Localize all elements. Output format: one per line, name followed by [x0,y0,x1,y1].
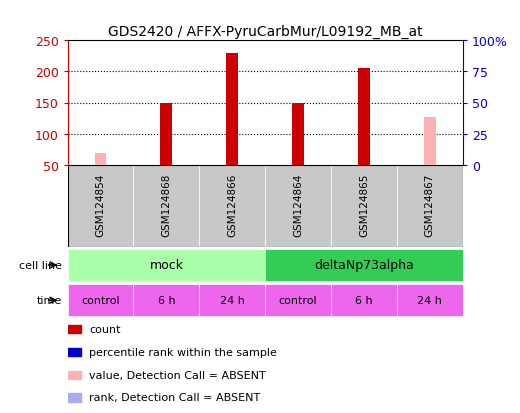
Text: GSM124865: GSM124865 [359,173,369,237]
Text: GSM124854: GSM124854 [96,173,106,237]
Text: count: count [89,324,121,335]
Text: GSM124864: GSM124864 [293,173,303,237]
Bar [331,285,397,316]
Text: 6 h: 6 h [355,295,373,306]
Bar [161,103,172,165]
Text: control: control [279,295,317,306]
Text: time: time [37,295,62,306]
Bar [265,165,331,248]
Bar [265,285,331,316]
Text: deltaNp73alpha: deltaNp73alpha [314,259,414,272]
Text: value, Detection Call = ABSENT: value, Detection Call = ABSENT [89,370,266,380]
Text: percentile rank within the sample: percentile rank within the sample [89,347,277,357]
Bar [134,165,199,248]
Text: 6 h: 6 h [158,295,175,306]
Bar [265,249,463,281]
Title: GDS2420 / AFFX-PyruCarbMur/L09192_MB_at: GDS2420 / AFFX-PyruCarbMur/L09192_MB_at [108,25,423,39]
Bar [226,54,238,165]
Bar [68,371,81,379]
Text: GSM124866: GSM124866 [227,173,237,237]
Text: GSM124867: GSM124867 [425,173,435,237]
Bar [68,249,265,281]
Text: GSM124868: GSM124868 [161,173,172,237]
Bar [331,165,397,248]
Bar [68,348,81,356]
Bar [95,154,107,165]
Bar [68,285,134,316]
Text: mock: mock [149,259,184,272]
Bar [397,285,463,316]
Text: 24 h: 24 h [418,295,443,306]
Text: control: control [81,295,120,306]
Bar [199,165,265,248]
Bar [397,165,463,248]
Bar [68,325,81,333]
Bar [292,103,304,165]
Bar [134,285,199,316]
Bar [68,165,134,248]
Text: 24 h: 24 h [220,295,245,306]
Bar [424,117,436,165]
Bar [68,394,81,401]
Bar [199,285,265,316]
Text: rank, Detection Call = ABSENT: rank, Detection Call = ABSENT [89,392,261,403]
Text: cell line: cell line [19,260,62,271]
Bar [358,69,370,165]
